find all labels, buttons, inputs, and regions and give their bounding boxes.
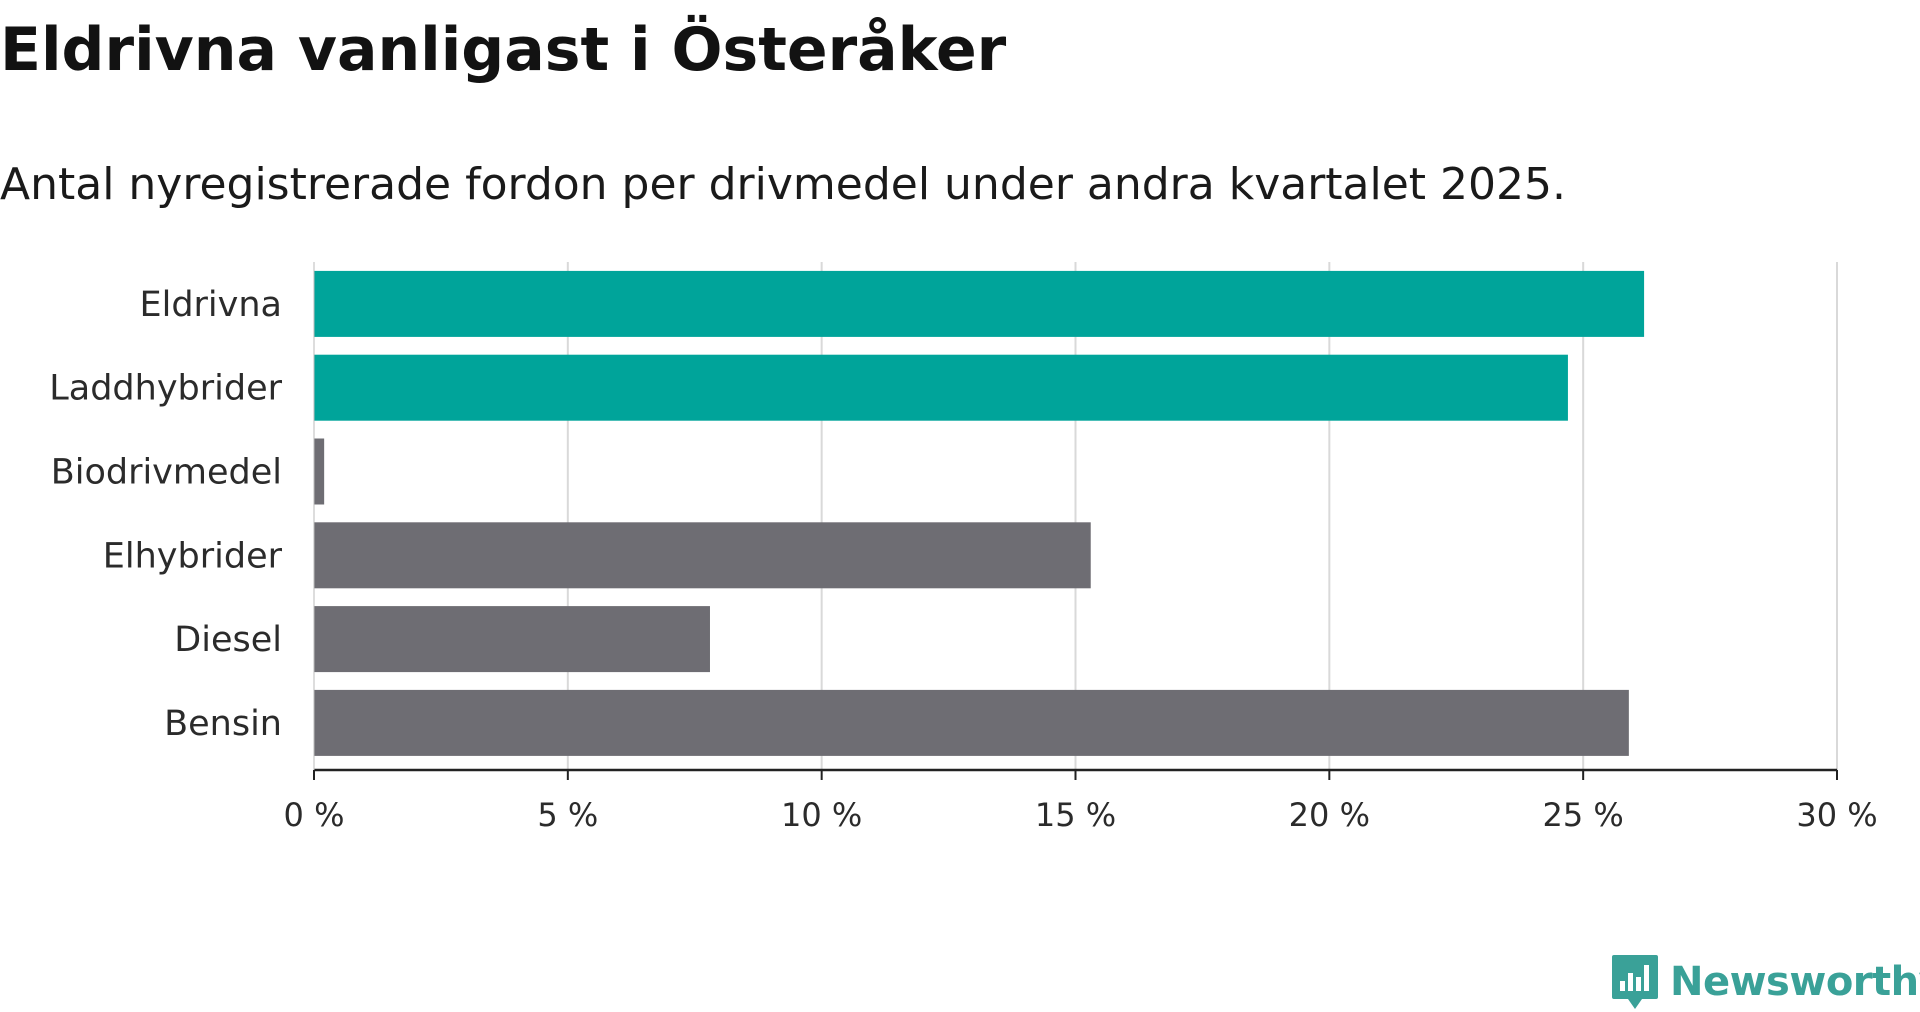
brand-name: Newsworthy — [1670, 959, 1920, 1005]
x-tick-label: 0 % — [284, 796, 345, 834]
chart-subtitle: Antal nyregistrerade fordon per drivmede… — [0, 159, 1566, 210]
newsworthy-logo: Newsworthy — [1610, 952, 1920, 1012]
category-label: Diesel — [174, 620, 282, 660]
bar-chart: 0 % 5 % 10 % 15 % 20 % 25 % 30 % Eldrivna Laddh… — [49, 262, 1878, 834]
x-tick-label: 30 % — [1796, 796, 1877, 834]
bar-eldrivna — [314, 270, 1645, 337]
bars — [314, 270, 1645, 756]
gridlines — [566, 262, 1838, 770]
category-labels: Eldrivna Laddhybrider Biodrivmedel Elhybrid… — [49, 285, 282, 744]
x-tick-label: 15 % — [1035, 796, 1116, 834]
bar-laddhybrider — [314, 354, 1568, 421]
bar-biodrivmedel — [314, 438, 325, 505]
x-axis: 0 % 5 % 10 % 15 % 20 % 25 % 30 % — [284, 262, 1878, 834]
category-label: Elhybrider — [103, 536, 283, 576]
category-label: Biodrivmedel — [51, 453, 282, 493]
category-label: Laddhybrider — [49, 369, 282, 409]
bar-elhybrider — [314, 522, 1091, 589]
bar-diesel — [314, 606, 710, 673]
category-label: Eldrivna — [139, 285, 282, 325]
chart-title: Eldrivna vanligast i Österåker — [0, 15, 1007, 85]
x-tick-label: 5 % — [537, 796, 598, 834]
x-tick-label: 20 % — [1289, 796, 1370, 834]
category-label: Bensin — [164, 704, 282, 744]
newsworthy-logo-icon — [1612, 955, 1658, 1009]
bar-bensin — [314, 689, 1629, 756]
x-tick-label: 10 % — [781, 796, 862, 834]
x-tick-label: 25 % — [1543, 796, 1624, 834]
